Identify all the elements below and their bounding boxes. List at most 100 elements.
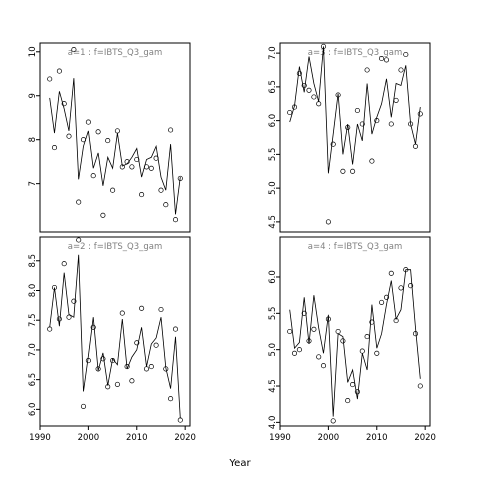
data-point — [124, 159, 130, 165]
data-point — [158, 187, 164, 193]
data-point — [412, 143, 419, 149]
data-point — [369, 319, 375, 325]
data-point — [301, 310, 307, 316]
data-point — [398, 67, 404, 73]
y-tick-label: 5.0 — [268, 181, 278, 195]
data-point — [119, 310, 125, 316]
data-point — [177, 175, 183, 181]
data-point — [66, 133, 72, 139]
data-point — [110, 187, 116, 193]
data-point — [345, 398, 351, 404]
data-point — [364, 334, 370, 340]
data-point — [296, 347, 302, 353]
data-point — [393, 97, 399, 103]
data-point — [403, 267, 409, 273]
panel-1: a=1 : f=IBTS_Q3_gam 7 8 9 10 — [28, 42, 191, 233]
fit-line — [289, 46, 421, 174]
x-tick-label: 2020 — [414, 433, 436, 443]
x-tick-label: 1990 — [29, 433, 51, 443]
data-point — [316, 354, 322, 360]
data-point — [56, 316, 62, 322]
data-point — [354, 389, 360, 395]
y-tick-label: 8.5 — [28, 254, 38, 268]
data-point — [119, 164, 125, 170]
data-point — [61, 261, 67, 267]
data-point — [335, 92, 341, 98]
data-point — [345, 124, 351, 130]
data-point — [383, 294, 390, 300]
data-point — [374, 350, 380, 356]
y-tick-label: 6.0 — [28, 403, 38, 417]
data-point — [76, 199, 82, 205]
data-point — [306, 87, 312, 93]
data-point — [330, 418, 336, 424]
data-point — [330, 141, 336, 147]
x-tick-label: 2000 — [78, 433, 100, 443]
data-point — [320, 43, 327, 49]
data-point — [325, 316, 331, 322]
data-point — [379, 55, 385, 62]
data-point — [320, 363, 327, 369]
data-point — [105, 138, 111, 144]
data-point — [325, 219, 331, 225]
data-point — [95, 129, 101, 135]
data-point — [80, 403, 87, 409]
data-point — [100, 356, 106, 362]
y-tick-label: 7.5 — [28, 313, 38, 327]
panel-title: a=1 : f=IBTS_Q3_gam — [68, 48, 163, 58]
y-tick-label: 7.0 — [28, 343, 38, 357]
data-point — [85, 119, 91, 125]
data-point — [177, 417, 183, 423]
data-point — [306, 338, 312, 344]
data-point — [408, 283, 414, 289]
data-point — [90, 324, 96, 330]
data-point — [163, 202, 169, 208]
y-tick-label: 8.0 — [28, 284, 38, 298]
data-point — [47, 326, 53, 332]
y-tick-label: 6.5 — [268, 80, 278, 94]
panel-frame — [279, 236, 431, 427]
y-tick-label: 6.0 — [268, 114, 278, 128]
data-point — [148, 165, 154, 171]
data-point — [172, 326, 179, 332]
data-point — [100, 212, 106, 218]
y-tick-label: 5.5 — [268, 148, 278, 162]
data-point — [168, 127, 174, 133]
data-point — [148, 364, 154, 370]
data-point — [105, 384, 111, 390]
data-point — [311, 94, 317, 100]
data-point — [379, 299, 385, 305]
panel-frame — [39, 236, 191, 427]
data-point — [417, 383, 423, 389]
panel-title: a=3 : f=IBTS_Q3_gam — [308, 48, 403, 58]
y-tick-label: 6.5 — [28, 373, 38, 387]
data-point — [134, 156, 140, 163]
data-point — [374, 118, 380, 124]
data-point — [316, 101, 322, 107]
data-point — [287, 109, 293, 116]
y-tick-label: 4.0 — [268, 416, 278, 430]
y-tick-label: 5.5 — [268, 307, 278, 321]
data-point — [124, 364, 130, 370]
data-point — [129, 378, 135, 384]
data-point — [90, 173, 96, 179]
data-point — [287, 328, 293, 335]
data-point — [354, 107, 360, 114]
data-point — [114, 381, 120, 387]
data-point — [364, 67, 370, 73]
data-point — [139, 305, 145, 311]
data-point — [350, 168, 356, 174]
y-tick-label: 9 — [28, 93, 38, 98]
data-point — [369, 158, 375, 164]
x-tick-label: 1990 — [269, 433, 291, 443]
data-point — [172, 217, 179, 223]
data-point — [129, 164, 135, 170]
data-point — [388, 270, 394, 276]
data-point — [114, 128, 120, 134]
data-point — [291, 350, 298, 356]
data-point — [393, 318, 399, 324]
data-point — [291, 104, 298, 110]
data-point — [71, 298, 77, 304]
panel-frame — [279, 42, 431, 233]
data-point — [412, 331, 419, 337]
